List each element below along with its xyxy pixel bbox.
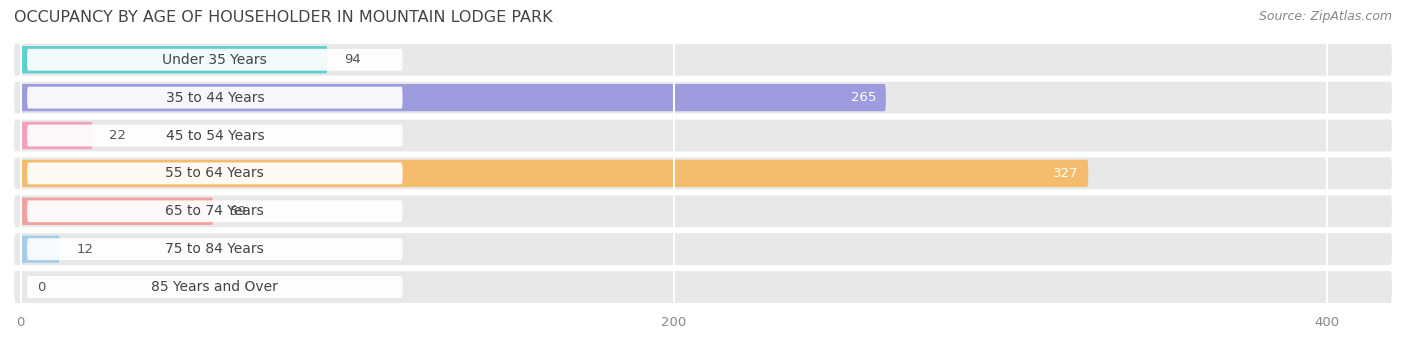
Text: 12: 12 — [76, 243, 93, 256]
FancyBboxPatch shape — [21, 84, 886, 111]
FancyBboxPatch shape — [14, 271, 1392, 303]
FancyBboxPatch shape — [27, 87, 402, 108]
Text: 65 to 74 Years: 65 to 74 Years — [166, 204, 264, 218]
FancyBboxPatch shape — [14, 82, 1392, 114]
Text: 265: 265 — [851, 91, 876, 104]
FancyBboxPatch shape — [27, 276, 402, 298]
Text: Source: ZipAtlas.com: Source: ZipAtlas.com — [1258, 10, 1392, 23]
FancyBboxPatch shape — [27, 124, 402, 147]
FancyBboxPatch shape — [14, 233, 1392, 265]
Text: 59: 59 — [229, 205, 246, 218]
FancyBboxPatch shape — [14, 120, 1392, 151]
FancyBboxPatch shape — [27, 200, 402, 222]
FancyBboxPatch shape — [27, 238, 402, 260]
FancyBboxPatch shape — [21, 46, 328, 73]
Text: 75 to 84 Years: 75 to 84 Years — [166, 242, 264, 256]
FancyBboxPatch shape — [21, 160, 1088, 187]
Text: 55 to 64 Years: 55 to 64 Years — [166, 166, 264, 181]
FancyBboxPatch shape — [21, 236, 60, 263]
FancyBboxPatch shape — [14, 44, 1392, 76]
FancyBboxPatch shape — [27, 49, 402, 71]
Text: 22: 22 — [108, 129, 125, 142]
FancyBboxPatch shape — [21, 198, 214, 225]
Text: 85 Years and Over: 85 Years and Over — [152, 280, 278, 294]
FancyBboxPatch shape — [21, 122, 93, 149]
Text: OCCUPANCY BY AGE OF HOUSEHOLDER IN MOUNTAIN LODGE PARK: OCCUPANCY BY AGE OF HOUSEHOLDER IN MOUNT… — [14, 10, 553, 25]
Text: Under 35 Years: Under 35 Years — [163, 53, 267, 67]
Text: 35 to 44 Years: 35 to 44 Years — [166, 91, 264, 105]
FancyBboxPatch shape — [14, 157, 1392, 189]
Text: 327: 327 — [1053, 167, 1078, 180]
FancyBboxPatch shape — [27, 163, 402, 184]
FancyBboxPatch shape — [14, 195, 1392, 227]
Text: 0: 0 — [37, 280, 45, 293]
Text: 94: 94 — [344, 53, 360, 66]
Text: 45 to 54 Years: 45 to 54 Years — [166, 129, 264, 142]
